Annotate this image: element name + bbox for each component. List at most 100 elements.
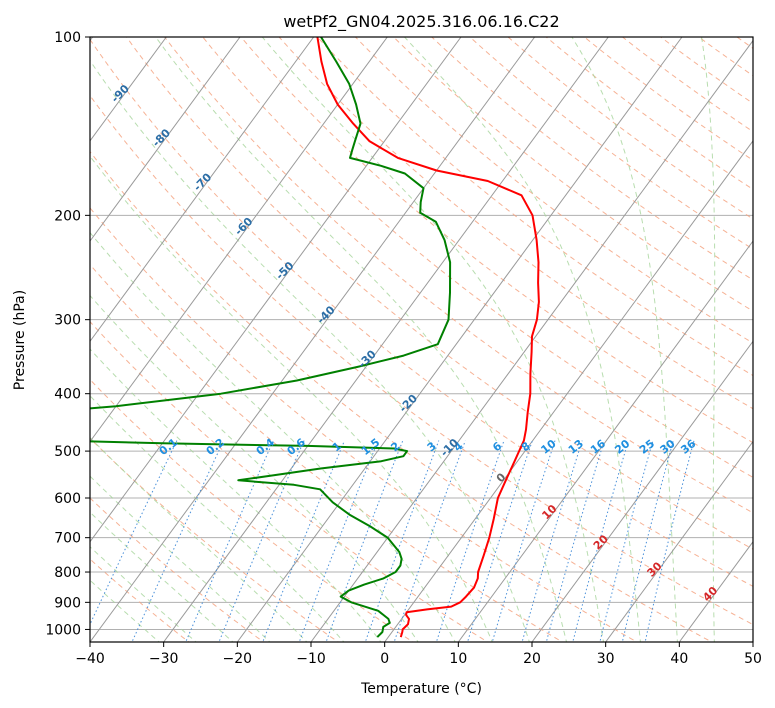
moist-adiabat [90,348,382,642]
moist-adiabat [90,475,271,642]
mixing-ratio-line [364,440,440,642]
mixing-ratio-label: 10 [539,437,559,457]
y-tick-label: 300 [54,313,81,329]
mixing-ratio-label: 20 [612,437,632,457]
mixing-ratio-label: 1.5 [359,436,382,458]
mixing-ratio-label: 8 [519,439,533,454]
dry-adiabat [90,207,639,642]
dry-adiabat [90,94,753,626]
mixing-ratio-label: 25 [637,437,657,457]
mixing-ratio-line [599,440,654,642]
plot-frame [89,36,754,643]
mixing-ratio-label: 6 [490,439,504,454]
dry-adiabat [90,378,414,642]
y-axis-label: Pressure (hPa) [12,290,28,390]
isotherm-line [236,37,683,642]
mixing-ratio-label: 0.4 [254,436,278,458]
dry-adiabat [736,37,753,50]
chart-title: wetPf2_GN04.2025.316.06.16.C22 [283,12,559,32]
mixing-ratio-label: 0.1 [157,436,180,458]
mixing-ratio-line [521,440,583,642]
mixing-ratio-line [435,440,505,642]
x-tick-label: 0 [380,651,389,667]
moist-adiabat [155,37,568,642]
mixing-ratio-line [262,440,345,642]
temperature-profile-line [316,37,540,638]
isotherm-line [605,440,753,642]
y-tick-label: 900 [54,595,81,611]
dry-adiabat [90,150,713,642]
y-tick-label: 200 [54,208,81,224]
mixing-ratio-line [185,440,274,642]
x-tick-label: −40 [75,651,105,667]
dry-adiabat [507,37,753,220]
y-tick-label: 800 [54,565,81,581]
x-tick-label: −10 [296,651,326,667]
dry-adiabat [697,37,753,77]
isotherm-line [90,37,536,642]
isotherm-line [310,39,753,642]
mixing-ratio-label: 2 [388,439,402,454]
axes: −40 −30 −20 −10 0 10 20 30 40 5010020030040050060… [45,30,762,667]
mixing-ratio-line [491,440,556,642]
moist-adiabat [90,546,197,642]
isotherm-label: 40 [700,584,720,604]
moist-adiabat [90,511,234,642]
mixing-ratio-line [393,440,466,642]
isotherm-label: -20 [397,392,420,415]
dry-adiabat [90,263,564,642]
dry-adiabat [240,37,753,444]
mixing-ratio-line [572,440,629,642]
moist-adiabat [90,294,419,642]
moist-adiabat [261,37,605,642]
isotherm-label: 10 [539,502,559,522]
moist-adiabat [90,155,493,642]
isotherm-line [752,641,753,642]
isotherm-line [90,37,167,142]
mixing-ratio-line [90,440,178,626]
profile-lines [90,37,540,638]
y-tick-label: 700 [54,531,81,547]
dry-adiabat [202,37,753,478]
dry-adiabat [90,38,753,587]
y-tick-label: 600 [54,491,81,507]
isotherm-line [90,37,315,343]
x-axis-label: Temperature (°C) [360,681,482,697]
background-lines [90,24,775,645]
mixing-ratio-line [131,440,225,642]
isotherm-label: -10 [438,436,461,459]
line-labels: 0.1 0.2 0.4 0.6 1 1.5 2 3 4 6 8 10 13 16 20 25 30 36-90-8… [109,82,721,604]
mixing-ratio-line [545,440,605,642]
isotherm-line [457,240,753,642]
mixing-ratio-line [621,440,674,642]
moist-adiabat [571,37,678,642]
isotherm-line [163,37,609,642]
mixing-ratio-line [644,440,695,642]
dry-adiabat [392,37,753,312]
x-tick-label: 50 [744,651,762,667]
moist-adiabat [90,59,530,642]
mixing-ratio-label: 3 [425,439,439,454]
x-tick-label: 20 [523,651,541,667]
dry-adiabat [90,497,265,642]
dry-adiabat [90,437,340,642]
dry-adiabat [756,24,775,645]
mixing-ratio-line [298,440,379,642]
mixing-ratio-label: 0.2 [204,436,227,458]
moist-adiabat [90,579,160,642]
moist-adiabat [701,37,716,642]
dry-adiabat [90,321,489,642]
dry-adiabat [163,37,753,514]
isotherm-label: 30 [645,559,665,579]
dry-adiabat [90,558,190,642]
mixing-ratio-label: 30 [658,437,678,457]
dry-adiabat [278,37,753,410]
y-tick-label: 400 [54,387,81,403]
x-tick-label: −20 [223,651,253,667]
moist-adiabat [90,395,345,642]
dry-adiabat [316,37,753,377]
y-tick-label: 500 [54,444,81,460]
isotherm-line [90,37,462,543]
isotherm-line [531,340,753,642]
